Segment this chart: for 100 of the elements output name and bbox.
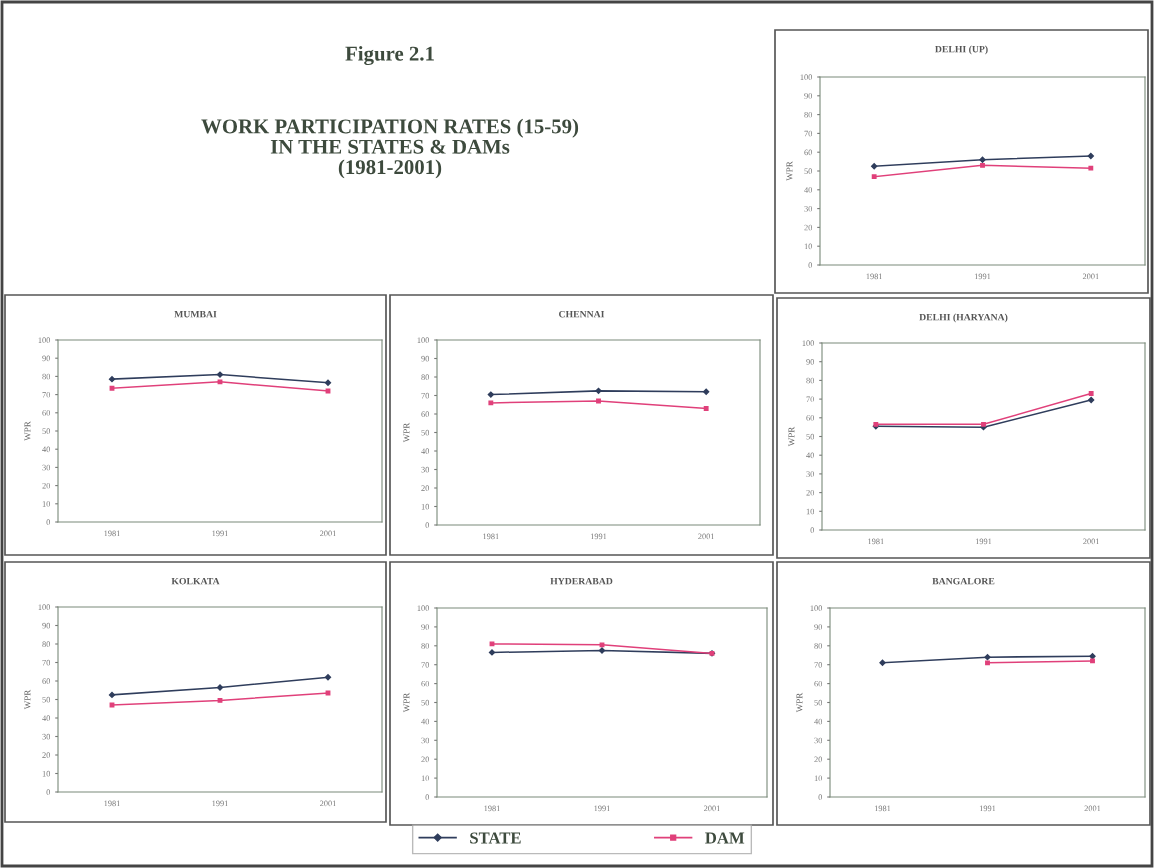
y-tick-label: 40 xyxy=(42,446,51,453)
x-tick-label: 1991 xyxy=(212,530,228,537)
y-tick-label: 50 xyxy=(421,699,430,706)
y-tick-label: 20 xyxy=(806,489,815,496)
x-tick-label: 1991 xyxy=(975,538,992,545)
y-tick-label: 60 xyxy=(42,410,51,416)
y-tick-label: 30 xyxy=(814,737,823,744)
y-tick-label: 30 xyxy=(421,466,430,473)
y-tick-label: 100 xyxy=(810,605,823,611)
y-tick-label: 80 xyxy=(804,111,813,118)
y-tick-label: 20 xyxy=(804,224,813,231)
y-tick-label: 100 xyxy=(417,337,430,343)
y-tick-label: 90 xyxy=(804,93,813,99)
y-tick-label: 0 xyxy=(818,794,823,800)
y-axis-title: WPR xyxy=(24,689,31,710)
y-tick-label: 0 xyxy=(46,519,51,525)
y-tick-label: 80 xyxy=(42,641,51,647)
x-tick-label: 2001 xyxy=(698,533,714,540)
y-tick-label: 50 xyxy=(42,696,51,703)
y-axis-title: WPR xyxy=(403,422,410,443)
x-tick-label: 1981 xyxy=(484,805,500,812)
y-tick-label: 90 xyxy=(42,355,51,362)
x-tick-label: 2001 xyxy=(704,805,720,812)
y-tick-label: 40 xyxy=(421,718,430,725)
y-tick-label: 100 xyxy=(38,337,51,343)
y-tick-label: 10 xyxy=(804,243,813,250)
x-tick-label: 2001 xyxy=(320,800,336,807)
text: Figure 2.1 xyxy=(345,46,434,66)
y-tick-label: 70 xyxy=(42,391,51,398)
x-tick-label: 1981 xyxy=(868,538,884,545)
chart-title: BANGALORE xyxy=(932,577,995,585)
y-tick-label: 20 xyxy=(814,756,823,763)
y-tick-label: 10 xyxy=(42,501,51,507)
y-tick-label: 70 xyxy=(814,662,823,668)
y-tick-label: 90 xyxy=(421,624,430,630)
y-tick-label: 90 xyxy=(814,624,823,630)
y-tick-label: 20 xyxy=(42,482,51,489)
y-tick-label: 90 xyxy=(806,359,815,365)
y-tick-label: 60 xyxy=(421,680,430,687)
x-tick-label: 1991 xyxy=(590,533,607,540)
legend-label: STATE xyxy=(470,832,521,844)
y-tick-label: 80 xyxy=(42,373,51,380)
y-tick-label: 50 xyxy=(42,428,51,434)
y-tick-label: 50 xyxy=(421,429,430,436)
x-tick-label: 1991 xyxy=(979,805,996,812)
x-tick-label: 1991 xyxy=(974,273,991,280)
x-tick-label: 2001 xyxy=(320,530,336,537)
legend-label: DAM xyxy=(705,832,745,844)
y-tick-label: 100 xyxy=(800,74,813,80)
y-tick-label: 30 xyxy=(42,733,51,740)
y-tick-label: 30 xyxy=(42,464,51,471)
y-tick-label: 30 xyxy=(804,205,813,212)
y-tick-label: 10 xyxy=(806,508,815,515)
y-tick-label: 50 xyxy=(814,699,823,706)
y-axis-title: WPR xyxy=(403,692,410,713)
chart-title: CHENNAI xyxy=(559,310,605,318)
chart-title: DELHI (UP) xyxy=(935,45,988,55)
y-tick-label: 40 xyxy=(804,187,813,193)
y-tick-label: 60 xyxy=(814,680,823,687)
text: WORK PARTICIPATION RATES (15-59) IN THE STATES & DAMs (1981-2001) xyxy=(201,118,579,179)
chart-title: DELHI (HARYANA) xyxy=(919,313,1008,323)
y-tick-label: 30 xyxy=(421,737,430,744)
y-axis-title: WPR xyxy=(786,161,793,181)
x-tick-label: 1991 xyxy=(594,805,610,812)
y-tick-label: 100 xyxy=(802,340,815,346)
x-tick-label: 1981 xyxy=(866,273,882,280)
y-axis-title: WPR xyxy=(796,692,803,713)
y-tick-label: 20 xyxy=(42,752,51,758)
x-tick-label: 2001 xyxy=(1082,273,1099,280)
y-tick-label: 80 xyxy=(814,643,823,649)
y-tick-label: 60 xyxy=(804,149,813,156)
chart-title: KOLKATA xyxy=(171,577,220,585)
y-tick-label: 0 xyxy=(808,262,813,268)
y-tick-label: 40 xyxy=(42,715,51,721)
x-tick-label: 2001 xyxy=(1084,805,1101,812)
y-tick-label: 90 xyxy=(421,355,430,362)
x-tick-label: 1981 xyxy=(483,533,499,540)
x-tick-label: 1981 xyxy=(104,800,120,807)
x-tick-label: 1981 xyxy=(874,805,891,812)
y-tick-label: 10 xyxy=(421,775,430,782)
y-tick-label: 40 xyxy=(814,718,823,725)
x-tick-label: 1981 xyxy=(104,530,120,537)
y-tick-label: 100 xyxy=(417,605,430,611)
y-tick-label: 80 xyxy=(421,643,430,649)
y-tick-label: 0 xyxy=(810,527,815,533)
y-tick-label: 50 xyxy=(806,433,815,440)
y-tick-label: 10 xyxy=(421,503,430,510)
x-tick-label: 1991 xyxy=(212,800,228,807)
chart-title: HYDERABAD xyxy=(550,577,613,585)
y-tick-label: 0 xyxy=(425,794,430,800)
y-tick-label: 80 xyxy=(421,374,430,380)
y-tick-label: 70 xyxy=(421,662,430,668)
y-tick-label: 60 xyxy=(421,411,430,417)
y-tick-label: 70 xyxy=(42,659,51,666)
y-tick-label: 40 xyxy=(421,448,430,454)
y-tick-label: 20 xyxy=(421,485,430,491)
y-tick-label: 40 xyxy=(806,452,815,459)
y-tick-label: 70 xyxy=(804,130,813,137)
chart-title: MUMBAI xyxy=(174,310,217,318)
y-tick-label: 60 xyxy=(42,678,51,684)
